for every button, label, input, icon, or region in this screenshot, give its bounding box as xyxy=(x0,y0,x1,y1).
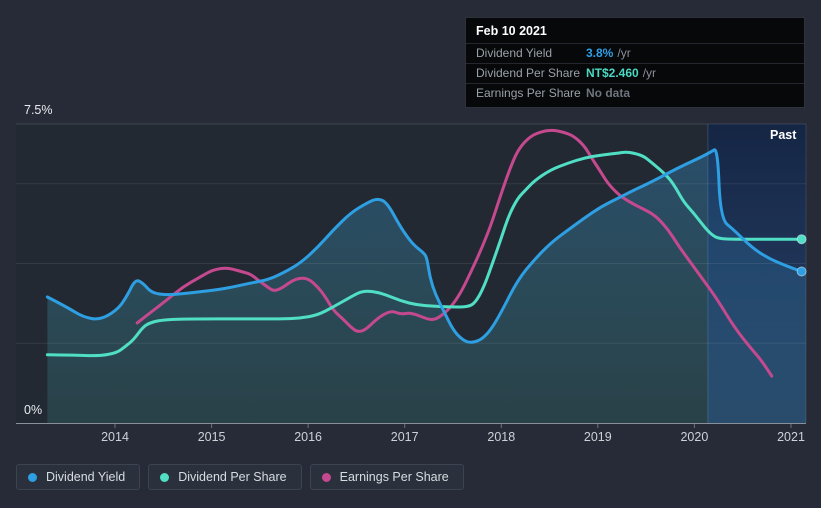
tooltip-label: Earnings Per Share xyxy=(476,86,581,100)
x-axis: 2014 2015 2016 2017 2018 2019 2020 2021 xyxy=(16,423,806,444)
earnings-per-share-dot-icon xyxy=(321,472,331,482)
legend-label: Dividend Yield xyxy=(46,470,126,484)
tooltip-unit: /yr xyxy=(617,46,631,60)
x-axis-label: 2020 xyxy=(680,430,708,444)
dividend-per-share-end-dot xyxy=(796,234,807,245)
x-axis-label: 2017 xyxy=(391,430,419,444)
tooltip-date: Feb 10 2021 xyxy=(476,24,547,38)
past-region-rect xyxy=(707,124,806,423)
tooltip-row-dividend-per-share: Dividend Per Share NT$2.460 /yr xyxy=(466,63,804,83)
tooltip-unit: /yr xyxy=(642,66,657,80)
tooltip-label: Dividend Per Share xyxy=(476,66,581,80)
series-end-dots xyxy=(796,234,807,277)
tooltip-value: No data xyxy=(586,86,631,100)
chart-tooltip: Feb 10 2021 Dividend Yield 3.8% /yr Divi… xyxy=(465,17,805,108)
legend-label: Earnings Per Share xyxy=(339,470,449,484)
tooltip-value: NT$2.460 xyxy=(586,66,639,80)
y-axis-min-label: 0% xyxy=(24,403,43,417)
chart-legend: Dividend Yield Dividend Per Share Earnin… xyxy=(16,464,464,490)
dividend-yield-end-dot xyxy=(796,266,807,277)
series-lines xyxy=(45,128,804,378)
x-axis-label: 2019 xyxy=(584,430,612,444)
legend-item-dividend-per-share[interactable]: Dividend Per Share xyxy=(148,464,302,490)
past-region-overlay xyxy=(707,124,807,423)
yield-area-fill xyxy=(47,149,806,423)
past-region-label: Past xyxy=(770,128,797,142)
legend-item-earnings-per-share[interactable]: Earnings Per Share xyxy=(309,464,464,490)
legend-label: Dividend Per Share xyxy=(178,470,287,484)
tooltip-value: 3.8% xyxy=(586,46,614,60)
dividend-history-chart[interactable]: 2014 2015 2016 2017 2018 2019 2020 2021 xyxy=(0,0,821,456)
tooltip-label: Dividend Yield xyxy=(476,46,553,60)
x-axis-label: 2014 xyxy=(101,430,129,444)
legend-item-dividend-yield[interactable]: Dividend Yield xyxy=(16,464,141,490)
x-axis-label: 2016 xyxy=(294,430,322,444)
dividend-yield-dot-icon xyxy=(28,472,37,482)
dividend-per-share-line xyxy=(45,150,804,358)
dividend-yield-line xyxy=(45,148,804,344)
y-axis-max-label: 7.5% xyxy=(24,103,53,117)
x-axis-label: 2018 xyxy=(487,430,515,444)
x-axis-label: 2015 xyxy=(198,430,226,444)
tooltip-row-earnings-per-share: Earnings Per Share No data xyxy=(466,83,804,103)
dividend-yield-area xyxy=(47,149,806,423)
tooltip-row-dividend-yield: Dividend Yield 3.8% /yr xyxy=(466,43,804,63)
x-axis-label: 2021 xyxy=(777,430,805,444)
dividend-per-share-dot-icon xyxy=(160,472,170,482)
